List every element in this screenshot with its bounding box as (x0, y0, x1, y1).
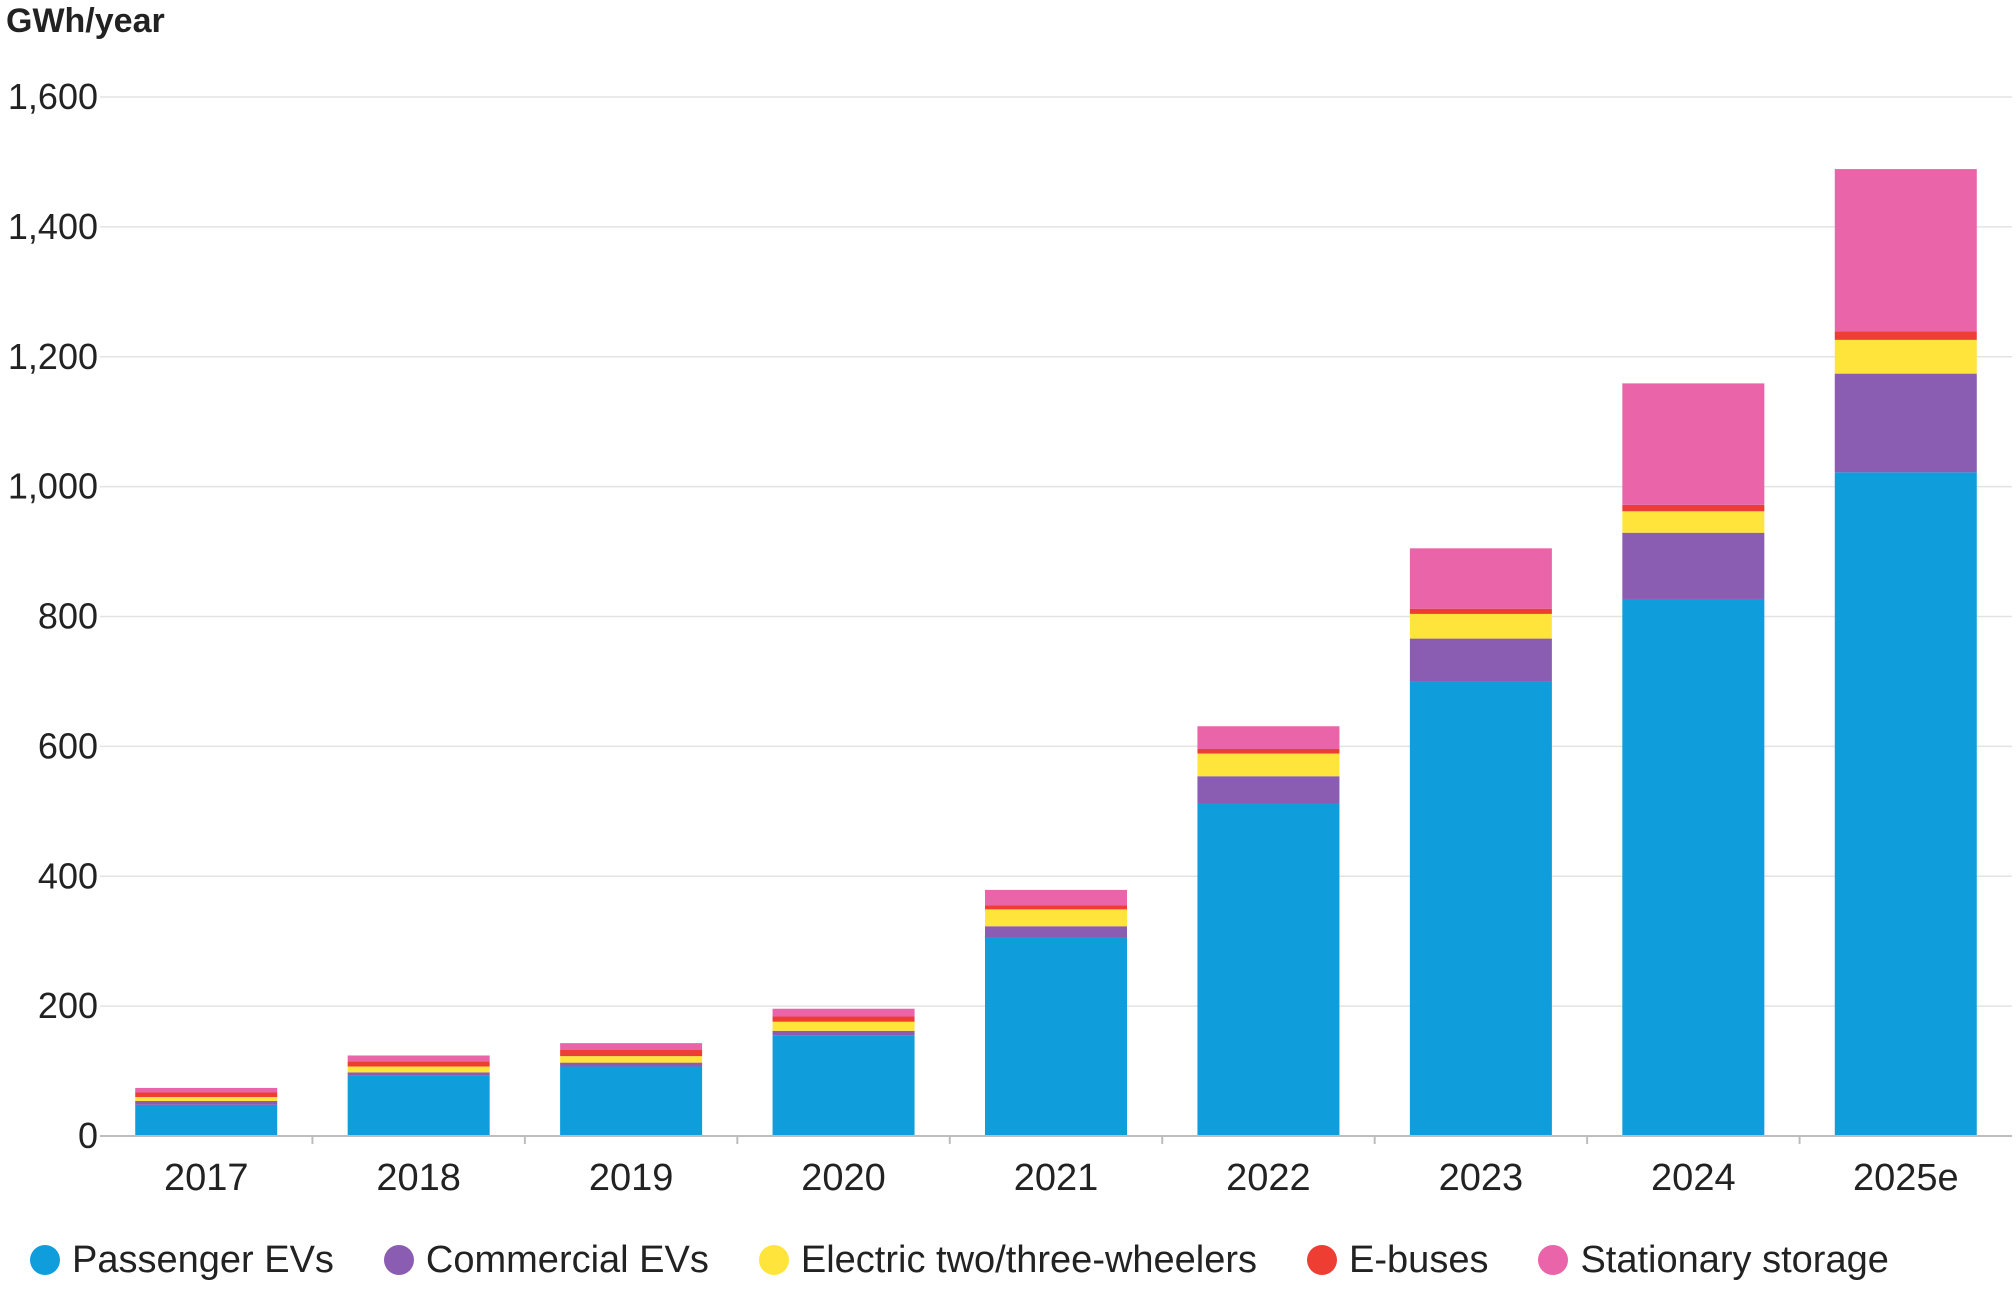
bar-2024-e-buses (1622, 504, 1765, 512)
legend-swatch (1538, 1245, 1569, 1275)
bar-2021-electric-two-three-wheelers (985, 909, 1127, 927)
bar-2024-stationary-storage (1622, 383, 1765, 505)
legend-label: E-buses (1349, 1238, 1489, 1281)
bar-2020-passenger-evs (772, 1035, 915, 1136)
y-tick-label: 1,000 (8, 466, 98, 507)
legend-swatch (758, 1245, 789, 1275)
legend-label: Stationary storage (1580, 1238, 1889, 1281)
y-tick-label: 1,400 (8, 206, 98, 247)
bar-2023-stationary-storage (1409, 548, 1552, 609)
bar-2023-passenger-evs (1409, 681, 1552, 1136)
bar-2023-commercial-evs (1409, 638, 1552, 682)
bar-2020-commercial-evs (772, 1030, 915, 1036)
y-tick-label: 600 (38, 725, 98, 766)
bar-2022-e-buses (1197, 748, 1340, 754)
bar-2025e-stationary-storage (1834, 169, 1977, 332)
bar-2018-commercial-evs (347, 1072, 490, 1076)
x-tick-label: 2024 (1651, 1157, 1736, 1199)
bar-2023-electric-two-three-wheelers (1409, 613, 1552, 639)
legend-label: Electric two/three-wheelers (800, 1238, 1258, 1281)
x-tick-label: 2020 (801, 1157, 886, 1199)
bar-2019-commercial-evs (560, 1062, 703, 1067)
bar-2019-passenger-evs (560, 1066, 703, 1136)
y-tick-label: 1,200 (8, 336, 98, 377)
bar-2022-electric-two-three-wheelers (1197, 753, 1340, 777)
legend-item: Commercial EVs (383, 1238, 709, 1282)
legend-label: Commercial EVs (425, 1238, 709, 1281)
bar-2018-stationary-storage (347, 1055, 490, 1062)
bar-2022-commercial-evs (1197, 776, 1340, 804)
bar-2024-commercial-evs (1622, 532, 1765, 599)
bar-2020-electric-two-three-wheelers (772, 1021, 915, 1031)
bar-2017-commercial-evs (135, 1100, 278, 1105)
legend-swatch (1307, 1245, 1338, 1275)
legend-swatch (30, 1245, 60, 1275)
y-tick-label: 0 (78, 1115, 98, 1156)
y-tick-label: 400 (38, 855, 98, 896)
bar-2024-passenger-evs (1622, 598, 1765, 1136)
legend-item: Passenger EVs (30, 1239, 334, 1282)
y-tick-label: 1,600 (8, 76, 98, 117)
bar-2025e-electric-two-three-wheelers (1834, 339, 1977, 374)
x-tick-label: 2017 (164, 1157, 249, 1199)
x-tick-label: 2018 (376, 1157, 461, 1199)
bar-2022-passenger-evs (1197, 803, 1340, 1136)
bar-2018-electric-two-three-wheelers (347, 1066, 490, 1073)
legend-item: E-buses (1307, 1239, 1488, 1282)
y-axis-label: GWh/year (6, 2, 165, 40)
bar-2020-e-buses (772, 1016, 915, 1022)
x-axis-ticks: 2017 2018 2019 2020 2021 2022 2023 2024 2025e (164, 1136, 1959, 1199)
bar-2022-stationary-storage (1197, 726, 1340, 749)
bar-2021-e-buses (985, 905, 1127, 910)
bar-2019-e-buses (560, 1049, 703, 1057)
bar-2020-stationary-storage (772, 1008, 915, 1017)
x-tick-label: 2021 (1014, 1157, 1099, 1199)
legend-label: Passenger EVs (72, 1238, 334, 1281)
legend-item: Electric two/three-wheelers (758, 1238, 1258, 1282)
bar-2025e-commercial-evs (1834, 373, 1977, 473)
x-tick-label: 2025e (1853, 1157, 1959, 1199)
y-axis-ticks: 0 200 400 600 800 1,000 1,200 1,400 1,600 (8, 76, 98, 1156)
x-tick-label: 2022 (1226, 1157, 1311, 1199)
gridlines (100, 96, 2012, 1007)
legend-item: Stationary storage (1538, 1238, 1889, 1282)
bar-2021-stationary-storage (985, 889, 1127, 906)
bars (135, 169, 1977, 1136)
bar-2021-passenger-evs (985, 937, 1127, 1136)
bar-2019-stationary-storage (560, 1043, 703, 1050)
legend: Passenger EVs Commercial EVs Electric two/… (30, 1235, 2010, 1285)
bar-2017-stationary-storage (135, 1087, 278, 1093)
bar-2017-passenger-evs (135, 1104, 278, 1136)
bar-2018-e-buses (347, 1061, 490, 1067)
bar-2021-commercial-evs (985, 926, 1127, 938)
y-tick-label: 200 (38, 985, 98, 1026)
bar-2018-passenger-evs (347, 1075, 490, 1136)
x-tick-label: 2023 (1439, 1157, 1524, 1199)
legend-swatch (383, 1245, 414, 1275)
bar-2025e-e-buses (1834, 331, 1977, 340)
bar-2017-electric-two-three-wheelers (135, 1097, 278, 1101)
bar-2025e-passenger-evs (1834, 472, 1977, 1136)
bar-2017-e-buses (135, 1092, 278, 1098)
bar-2024-electric-two-three-wheelers (1622, 511, 1765, 533)
bar-2019-electric-two-three-wheelers (560, 1056, 703, 1063)
x-tick-label: 2019 (589, 1157, 674, 1199)
bar-2023-e-buses (1409, 608, 1552, 614)
y-tick-label: 800 (38, 596, 98, 637)
